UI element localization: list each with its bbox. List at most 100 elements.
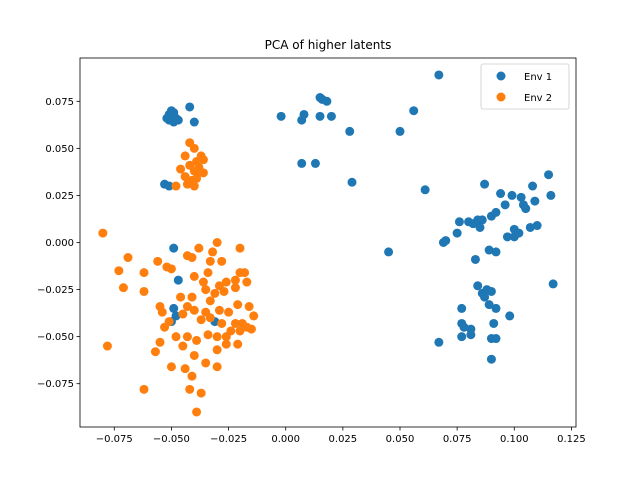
y-tick-label: −0.050 [37,332,74,343]
x-tick-label: 0.125 [557,434,586,445]
data-point-s1-66 [486,286,496,296]
data-point-s2-37 [189,271,199,281]
data-point-s2-66 [221,332,231,342]
data-point-s1-34 [454,217,464,227]
data-point-s2-78 [160,322,170,332]
data-point-s1-68 [484,300,494,310]
data-point-s1-83 [173,275,183,285]
data-point-s2-45 [210,288,220,298]
data-point-s1-22 [345,126,355,136]
data-point-s2-86 [221,339,231,349]
data-point-s2-49 [205,296,215,306]
data-point-s2-22 [118,283,128,293]
data-point-s2-64 [230,318,240,328]
data-point-s1-8 [173,115,183,125]
data-point-s2-50 [187,292,197,302]
data-point-s2-23 [139,268,149,278]
data-point-s2-17 [171,181,181,191]
data-point-s2-95 [102,341,112,351]
data-point-s1-16 [299,109,309,119]
data-point-s1-70 [505,311,515,321]
data-point-s1-25 [310,158,320,168]
data-point-s1-53 [525,222,535,232]
data-point-s2-43 [242,277,252,287]
data-point-s2-70 [217,318,227,328]
data-point-s2-69 [246,324,256,334]
data-point-s1-40 [480,179,490,189]
data-point-s2-31 [208,247,218,257]
data-point-s1-49 [514,228,524,238]
legend-label: Env 1 [524,72,552,83]
data-point-s1-13 [164,181,174,191]
data-point-s1-10 [185,102,195,112]
x-tick-label: 0.050 [386,434,415,445]
data-point-s2-46 [219,286,229,296]
data-point-s1-60 [470,254,480,264]
legend-marker [496,92,506,102]
data-point-s2-32 [212,238,222,247]
data-point-s2-90 [180,364,190,374]
data-point-s2-87 [233,339,243,349]
data-point-s2-62 [249,311,259,321]
legend-marker [496,71,506,81]
data-point-s2-47 [230,283,240,293]
data-point-s2-35 [217,256,227,266]
data-point-s1-19 [322,96,332,106]
data-point-s1-84 [169,303,179,313]
data-point-s1-71 [489,318,499,328]
data-point-s2-92 [196,388,206,398]
data-point-s1-9 [162,113,172,123]
data-point-s1-11 [189,117,199,127]
data-point-s2-89 [166,362,176,372]
y-tick-label: 0.000 [45,238,74,249]
data-point-s1-59 [548,279,558,289]
data-point-s2-55 [196,315,206,325]
data-point-s2-53 [178,309,188,319]
data-point-s2-72 [203,330,213,340]
data-point-s1-74 [486,354,496,364]
x-tick-label: 0.075 [443,434,472,445]
data-point-s2-85 [212,362,222,372]
data-point-s2-13 [180,172,190,182]
data-point-s2-82 [178,341,188,351]
data-point-s2-12 [198,168,208,178]
data-point-s2-25 [153,256,163,266]
data-point-s2-15 [192,173,202,183]
x-tick-label: 0.100 [500,434,529,445]
data-point-s2-38 [198,277,208,287]
x-tick-label: −0.050 [153,434,190,445]
data-point-s1-63 [473,281,483,291]
data-point-s1-58 [546,190,556,200]
data-point-s2-83 [189,350,199,360]
data-point-s2-29 [187,253,197,263]
data-point-s1-21 [326,111,336,121]
data-point-s1-82 [169,243,179,253]
x-tick-label: 0.025 [329,434,358,445]
data-point-s1-62 [491,247,501,257]
data-point-s2-33 [235,243,245,253]
data-point-s2-67 [235,326,245,336]
data-point-s2-42 [240,268,250,278]
data-point-s1-38 [477,215,487,225]
data-point-s1-50 [516,192,526,202]
data-point-s2-71 [212,332,222,342]
data-point-s2-2 [189,143,199,153]
data-point-s2-20 [123,253,133,263]
data-point-s1-42 [491,207,501,217]
data-point-s2-19 [98,228,108,238]
data-point-s1-56 [532,221,542,231]
legend: Env 1 Env 2 [480,63,570,110]
data-point-s2-84 [201,358,211,368]
data-point-s2-94 [185,384,195,394]
data-point-s1-45 [502,232,512,242]
data-point-s1-24 [297,158,307,168]
data-point-s1-28 [434,70,444,80]
data-point-s1-80 [466,330,476,340]
data-point-s1-52 [521,204,531,214]
data-point-s2-73 [192,335,202,345]
data-point-s2-16 [182,179,192,189]
data-point-s2-9 [176,164,186,174]
data-point-s1-32 [441,236,451,246]
data-point-s2-61 [244,302,254,312]
y-tick-label: 0.025 [45,191,74,202]
